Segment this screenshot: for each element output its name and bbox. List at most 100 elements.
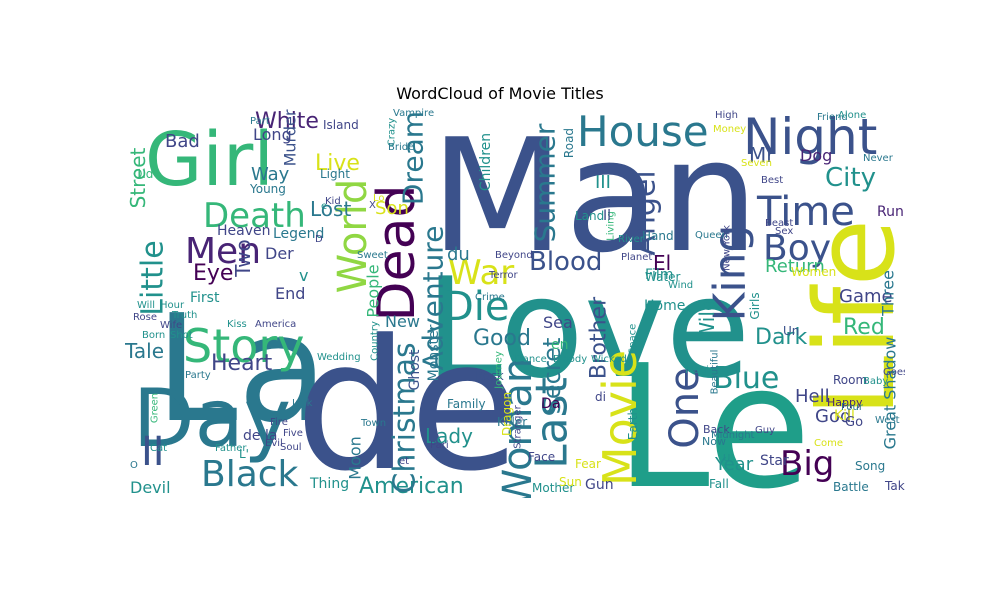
word-king: King [705,225,756,322]
word-u: U [723,453,730,464]
word-lady: Lady [425,424,473,448]
word-beautiful: Beautiful [710,350,721,395]
word-green: Green [150,393,161,423]
word-love: Love [425,248,750,409]
word-wicked: Wicked [591,354,627,365]
word-fall: Fall [709,477,729,491]
word-men: Men [185,231,261,272]
word-truth: Truth [171,310,197,321]
word-end: End [275,284,305,303]
word-town: Town [360,418,386,429]
word-devil: Devil [130,478,171,497]
word-der: Der [265,244,294,263]
word-fear: Fear [575,457,601,471]
word-wild: Wild [695,298,719,341]
word-war: War [448,253,514,293]
word-god: God [815,406,851,427]
word-dark: Dark [755,325,807,350]
word-movie: Movie [593,350,647,486]
word-take: Take [884,479,905,493]
word-life: Life [791,219,905,417]
word-blue: Blue [713,361,779,396]
word-monster: Monster [426,324,442,381]
word-film: Film [645,267,673,283]
word-sun: Sun [559,475,582,489]
word-evil: Evil [265,438,283,449]
word-rock: Rock [475,369,504,383]
word-mr: Mr [749,143,775,167]
word-planet: Planet [621,252,652,263]
word-baby: Baby [863,376,888,387]
word-goes: Goes [883,367,905,378]
word-father: Father [215,443,247,454]
word-et: et [399,456,409,467]
word-run: Run [877,204,904,220]
word-children: Children [478,133,494,191]
word-girls: Girls [748,292,762,319]
word-star: Star [760,453,789,469]
word-stranger: Stranger [513,404,524,448]
word-bride: Bride [388,142,414,153]
word-high: High [715,110,738,121]
word-street: Street [126,147,150,208]
word-year: Year [714,454,754,475]
word-good: Good [473,326,531,351]
word-beast: Beast [765,218,793,229]
word-e: e [321,201,327,212]
word-kid: Kid [325,196,341,207]
word-guy: Guy [755,425,775,436]
word-cat: Cat [150,443,167,454]
word-fire: Fire [270,417,288,428]
word-de: de [295,302,520,498]
word-mother: Mother [532,481,574,495]
word-five: Five [283,428,303,439]
word-magic: Magic [685,365,714,376]
word-first: First [190,290,220,306]
word-dance: Dance [515,354,547,365]
word-water: Water [645,270,681,284]
word-terror: Terror [488,270,519,281]
word-death: Death [203,196,306,236]
word-red: Red [843,315,885,340]
word-o: O [130,460,138,471]
word-space: Space [628,324,639,354]
word-di: di [595,390,606,404]
word-friend: Friend [817,112,848,123]
word-light: Light [320,167,350,181]
word-da: Da [541,396,560,412]
word-soul: Soul [280,442,302,453]
word-murder: Murder [281,109,300,166]
word-sweet: Sweet [357,250,388,261]
word-christmas: Christmas [388,342,423,493]
word-alone: Alone [838,110,866,121]
word-woman: Woman [495,358,541,498]
word-story: Story [183,319,305,373]
word-now: Now [702,435,726,448]
word-west: West [875,415,900,426]
word-eye: Eye [193,261,233,286]
word-time: Time [756,189,855,235]
word-shot: Shot [170,330,193,341]
word-come: Come [814,438,843,449]
word-live: Live [315,151,360,176]
word-angel: Angel [628,170,663,255]
word-big: Big [780,444,834,484]
word-tale: Tale [125,339,164,363]
word-girl: Girl [145,117,274,203]
word-son: Son [375,198,409,219]
word-iii: III [595,172,611,193]
word-brother: Brother [587,296,612,379]
word-v: v [299,266,308,285]
word-four: Four [841,402,864,413]
word-adventure: Adventure [417,226,450,371]
word-el: El [653,251,671,275]
word-die: Die [443,284,510,330]
word-beyond: Beyond [495,250,533,261]
word-le: Le [615,329,811,498]
word-dead: Dead [367,185,427,322]
word-dog: Dog [800,146,832,165]
word-crime: Crime [475,292,505,303]
word-home: Home [644,298,685,314]
word-long: Long [253,125,292,144]
word-sex: Sex [775,226,793,237]
